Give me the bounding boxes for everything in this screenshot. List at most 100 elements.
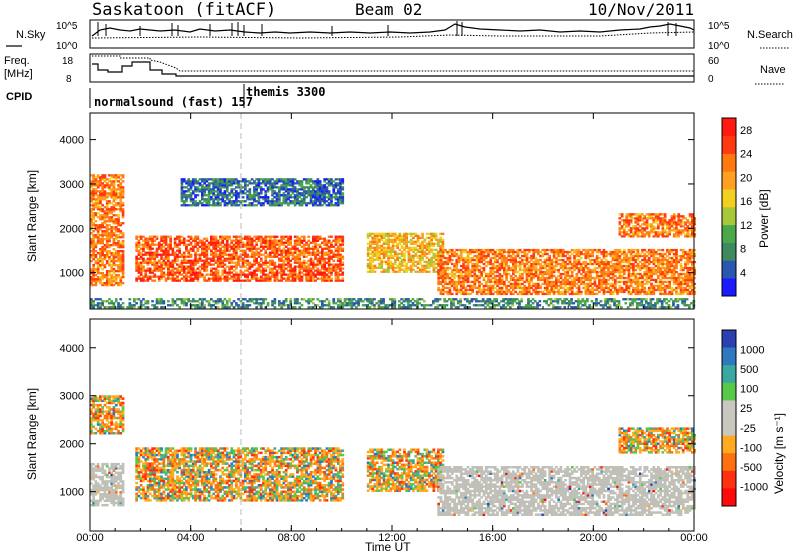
echo-cell (482, 290, 486, 294)
echo-cell (309, 261, 313, 264)
echo-cell (480, 288, 483, 292)
echo-cell (160, 247, 163, 250)
echo-cell (287, 178, 290, 181)
echo-cell (146, 243, 150, 246)
echo-cell (516, 282, 520, 286)
echo-cell (164, 253, 168, 256)
echo-cell (469, 270, 472, 274)
echo-cell (469, 252, 472, 256)
echo-cell (298, 184, 302, 187)
echo-cell (471, 280, 474, 284)
echo-cell (602, 260, 606, 264)
echo-cell (296, 257, 299, 260)
echo-cell (527, 292, 531, 296)
echo-cell (541, 274, 545, 278)
echo-cell (595, 250, 599, 254)
echo-cell (121, 274, 125, 277)
echo-cell (327, 255, 331, 258)
echo-cell (185, 190, 188, 193)
echo-cell (305, 247, 308, 250)
echo-cell (119, 190, 123, 193)
echo-cell (185, 200, 188, 203)
echo-cell (305, 267, 308, 270)
echo-cell (201, 243, 204, 246)
echo-cell (369, 252, 372, 255)
echo-cell (305, 269, 308, 272)
echo-cell (246, 198, 249, 201)
echo-cell (90, 198, 93, 201)
echo-cell (96, 234, 100, 237)
echo-cell (403, 238, 406, 241)
echo-cell (135, 241, 138, 244)
echo-cell (421, 266, 424, 269)
echo-cell (117, 260, 120, 263)
echo-cell (210, 178, 213, 181)
echo-cell (543, 264, 547, 268)
echo-cell (434, 262, 438, 265)
echo-cell (101, 282, 104, 285)
echo-cell (636, 278, 640, 282)
echo-cell (496, 292, 499, 296)
echo-cell (117, 266, 120, 269)
echo-cell (598, 270, 601, 274)
echo-cell (212, 180, 215, 183)
echo-cell (162, 275, 166, 278)
echo-cell (212, 275, 215, 278)
echo-cell (552, 286, 556, 290)
echo-cell (614, 250, 617, 254)
echo-cell (153, 263, 157, 266)
echo-cell (609, 264, 613, 268)
echo-cell (305, 255, 308, 258)
echo-cell (228, 245, 231, 248)
echo-cell (512, 262, 515, 266)
echo-cell (160, 245, 163, 248)
echo-cell (210, 235, 213, 238)
echo-cell (523, 258, 527, 262)
echo-cell (307, 235, 311, 238)
echo-cell (341, 239, 345, 242)
echo-cell (189, 192, 193, 195)
echo-cell (398, 260, 402, 263)
echo-cell (201, 196, 204, 199)
echo-cell (325, 190, 329, 193)
echo-cell (287, 196, 290, 199)
echo-cell (235, 261, 238, 264)
echo-cell (266, 178, 270, 181)
echo-cell (570, 284, 574, 288)
echo-cell (309, 251, 313, 254)
echo-cell (516, 250, 520, 254)
echo-cell (92, 196, 95, 199)
echo-cell (216, 279, 220, 282)
echo-cell (636, 288, 640, 292)
echo-cell (330, 279, 333, 282)
echo-cell (121, 192, 125, 195)
echo-cell (636, 286, 640, 290)
echo-cell (453, 268, 456, 272)
echo-cell (176, 275, 179, 278)
echo-cell (330, 243, 333, 246)
echo-cell (378, 234, 381, 237)
echo-cell (316, 257, 320, 260)
echo-cell (339, 184, 342, 187)
echo-cell (369, 260, 372, 263)
echo-cell (191, 190, 195, 193)
echo-cell (103, 216, 107, 219)
echo-cell (302, 249, 306, 252)
echo-cell (284, 182, 288, 185)
echo-cell (191, 279, 195, 282)
echo-cell (135, 259, 138, 262)
echo-cell (153, 269, 157, 272)
echo-cell (318, 188, 322, 191)
echo-cell (253, 251, 256, 254)
echo-cell (182, 239, 186, 242)
echo-cell (298, 273, 302, 276)
echo-cell (142, 279, 145, 282)
echo-cell (389, 266, 393, 269)
echo-cell (643, 252, 647, 256)
echo-cell (92, 274, 95, 277)
echo-cell (491, 252, 495, 256)
echo-cell (198, 239, 202, 242)
echo-cell (264, 273, 268, 276)
echo-cell (414, 240, 418, 243)
echo-cell (266, 186, 270, 189)
